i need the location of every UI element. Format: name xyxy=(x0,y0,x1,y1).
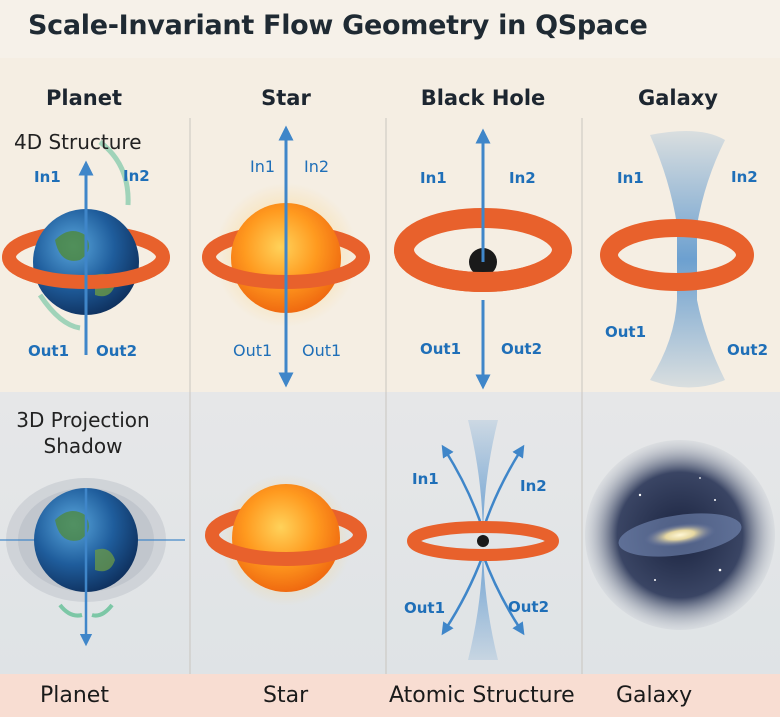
footer-label-atomic-structure: Atomic Structure xyxy=(389,683,575,708)
footer-background xyxy=(0,674,780,717)
planet-top-illustration xyxy=(2,140,170,355)
column-header-galaxy: Galaxy xyxy=(637,86,718,110)
galaxy-out1-label: Out1 xyxy=(605,323,647,341)
galaxy-in1-label: In1 xyxy=(617,169,644,187)
blackhole-out2-label: Out2 xyxy=(501,340,543,358)
row-label-3d-line1: 3D Projection xyxy=(16,408,150,432)
galaxy-out2-label: Out2 xyxy=(727,341,769,359)
blackhole-top-illustration xyxy=(394,128,572,390)
footer-label-galaxy: Galaxy xyxy=(616,683,693,708)
atomic-bottom-illustration xyxy=(407,420,559,660)
atomic-in2-label: In2 xyxy=(520,477,547,495)
planet-in1-label: In1 xyxy=(34,168,61,186)
row-label-4d-structure: 4D Structure xyxy=(14,130,142,154)
planet-bottom-illustration xyxy=(0,478,185,647)
star-in2-label: In2 xyxy=(304,157,330,176)
star-bottom-illustration xyxy=(205,474,367,606)
column-dividers xyxy=(189,118,583,674)
galaxy-bottom-illustration xyxy=(585,440,775,630)
diagram-title: Scale-Invariant Flow Geometry in QSpace xyxy=(28,10,648,41)
atomic-out1-label: Out1 xyxy=(404,599,446,617)
star-in1-label: In1 xyxy=(250,157,276,176)
blackhole-in1-label: In1 xyxy=(420,169,447,187)
planet-in2-label: In2 xyxy=(123,167,150,185)
galaxy-top-illustration xyxy=(600,131,754,388)
row-label-3d-projection: 3D Projection Shadow xyxy=(8,407,158,459)
planet-out1-label: Out1 xyxy=(28,342,70,360)
footer-label-planet: Planet xyxy=(40,683,109,708)
planet-out2-label: Out2 xyxy=(96,342,138,360)
star-top-illustration xyxy=(202,125,370,388)
column-header-black-hole: Black Hole xyxy=(420,86,546,110)
blackhole-out1-label: Out1 xyxy=(420,340,462,358)
footer-label-star: Star xyxy=(263,683,309,708)
star-out1-label: Out1 xyxy=(233,341,273,360)
galaxy-in2-label: In2 xyxy=(731,168,758,186)
atomic-in1-label: In1 xyxy=(412,470,439,488)
column-header-planet: Planet xyxy=(46,86,122,110)
row-label-3d-line2: Shadow xyxy=(43,434,123,458)
atomic-out2-label: Out2 xyxy=(508,598,550,616)
star-out2-label: Out1 xyxy=(302,341,342,360)
column-header-star: Star xyxy=(261,86,311,110)
blackhole-in2-label: In2 xyxy=(509,169,536,187)
